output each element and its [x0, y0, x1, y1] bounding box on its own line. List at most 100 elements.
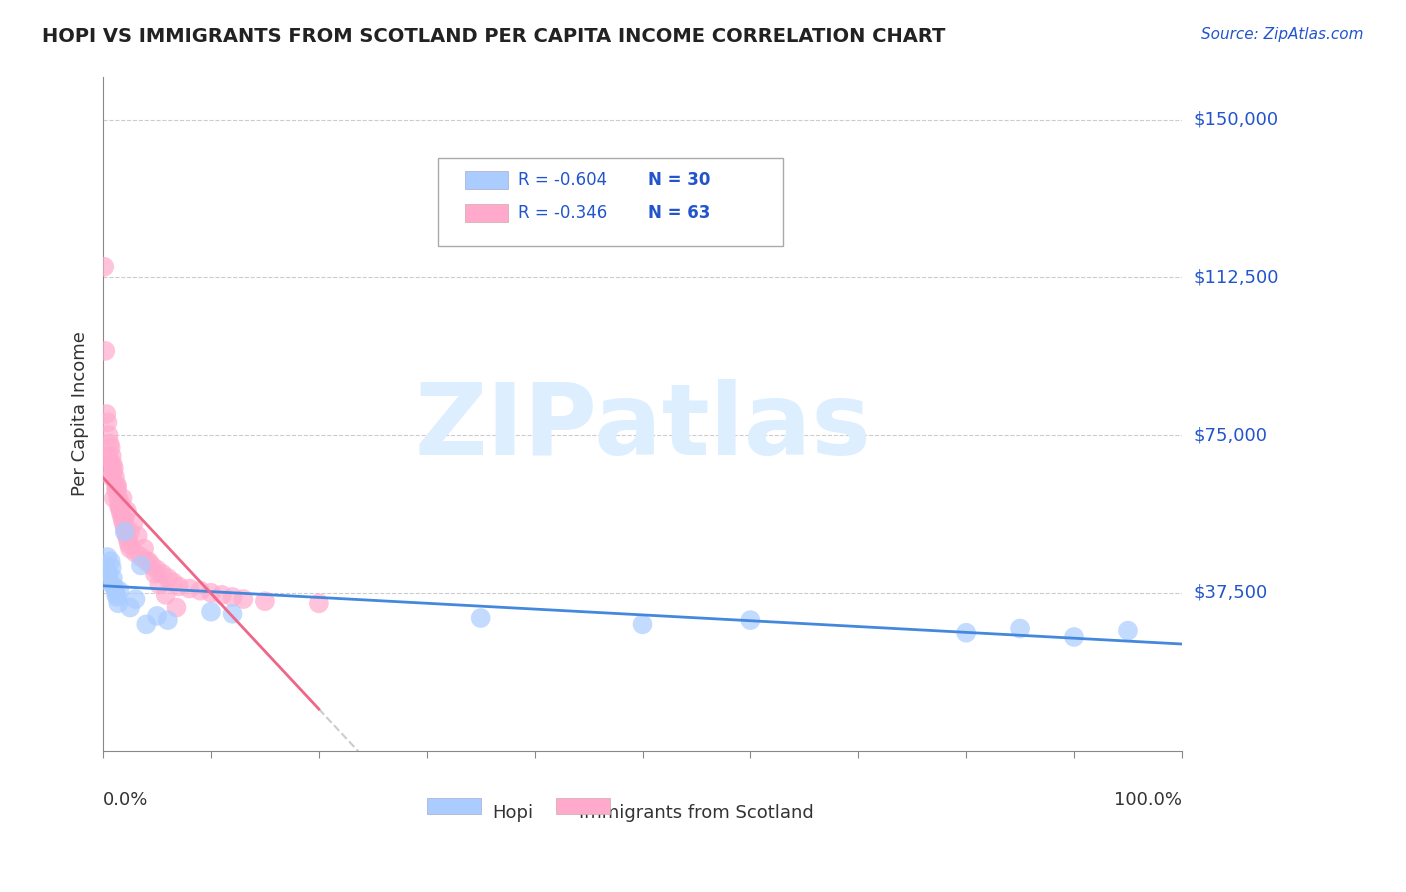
- Point: [108, 500, 131, 514]
- Point: [97, 428, 120, 442]
- Point: [148, 577, 170, 591]
- FancyBboxPatch shape: [427, 797, 481, 814]
- Point: [129, 549, 152, 564]
- Text: ZIPatlas: ZIPatlas: [415, 379, 870, 476]
- Text: HOPI VS IMMIGRANTS FROM SCOTLAND PER CAPITA INCOME CORRELATION CHART: HOPI VS IMMIGRANTS FROM SCOTLAND PER CAP…: [42, 27, 946, 45]
- Point: [110, 504, 132, 518]
- Point: [221, 590, 243, 604]
- Point: [118, 537, 141, 551]
- Point: [221, 607, 243, 621]
- Text: N = 30: N = 30: [648, 170, 710, 189]
- Point: [100, 458, 122, 472]
- Point: [253, 594, 276, 608]
- Point: [100, 449, 122, 463]
- Point: [114, 524, 136, 539]
- Point: [97, 449, 120, 463]
- Point: [103, 461, 125, 475]
- Point: [112, 516, 135, 531]
- Point: [100, 554, 122, 568]
- FancyBboxPatch shape: [437, 158, 783, 245]
- Point: [96, 563, 118, 577]
- Point: [105, 483, 128, 497]
- Point: [124, 546, 146, 560]
- Point: [96, 407, 118, 421]
- Text: $112,500: $112,500: [1194, 268, 1278, 286]
- Point: [100, 560, 122, 574]
- Point: [98, 436, 121, 450]
- Point: [200, 586, 222, 600]
- Point: [740, 613, 762, 627]
- Point: [156, 571, 179, 585]
- Point: [124, 592, 146, 607]
- Point: [143, 566, 166, 581]
- Point: [101, 466, 124, 480]
- Point: [93, 260, 115, 274]
- Point: [200, 605, 222, 619]
- Point: [98, 575, 121, 590]
- Point: [1116, 624, 1139, 638]
- Point: [211, 588, 233, 602]
- Point: [97, 566, 120, 581]
- Point: [107, 491, 129, 505]
- Point: [115, 529, 138, 543]
- Point: [120, 600, 142, 615]
- Point: [100, 441, 122, 455]
- Point: [120, 524, 142, 539]
- Point: [110, 495, 132, 509]
- Point: [110, 508, 132, 522]
- Point: [103, 579, 125, 593]
- Point: [166, 600, 188, 615]
- Point: [100, 470, 122, 484]
- Text: 0.0%: 0.0%: [103, 791, 149, 809]
- Point: [162, 575, 184, 590]
- Text: $75,000: $75,000: [1194, 426, 1267, 444]
- Point: [103, 491, 125, 505]
- Point: [107, 596, 129, 610]
- Point: [115, 504, 138, 518]
- Text: $150,000: $150,000: [1194, 111, 1278, 128]
- Point: [167, 579, 190, 593]
- Text: R = -0.604: R = -0.604: [519, 170, 607, 189]
- Text: Source: ZipAtlas.com: Source: ZipAtlas.com: [1201, 27, 1364, 42]
- Point: [156, 613, 179, 627]
- Point: [108, 500, 131, 514]
- Point: [105, 588, 128, 602]
- Point: [134, 541, 156, 556]
- FancyBboxPatch shape: [464, 170, 508, 188]
- Text: $37,500: $37,500: [1194, 583, 1267, 602]
- Point: [120, 541, 142, 556]
- Text: Immigrants from Scotland: Immigrants from Scotland: [579, 805, 814, 822]
- Point: [114, 524, 136, 539]
- Point: [114, 520, 136, 534]
- Point: [114, 512, 136, 526]
- Point: [101, 571, 124, 585]
- Point: [94, 343, 117, 358]
- Point: [104, 470, 127, 484]
- Point: [117, 533, 139, 548]
- Point: [108, 583, 131, 598]
- Point: [138, 554, 160, 568]
- Point: [122, 516, 145, 531]
- Point: [152, 566, 174, 581]
- Point: [105, 478, 128, 492]
- Point: [105, 483, 128, 497]
- Point: [104, 582, 127, 596]
- Point: [96, 416, 118, 430]
- Point: [631, 617, 654, 632]
- Point: [111, 512, 134, 526]
- Text: N = 63: N = 63: [648, 204, 710, 222]
- Point: [146, 608, 169, 623]
- Point: [127, 529, 149, 543]
- Point: [955, 625, 977, 640]
- Point: [179, 582, 201, 596]
- FancyBboxPatch shape: [557, 797, 610, 814]
- Point: [232, 592, 254, 607]
- Point: [308, 596, 330, 610]
- Point: [141, 558, 163, 573]
- Point: [111, 491, 134, 505]
- Point: [129, 558, 152, 573]
- Point: [94, 558, 117, 573]
- Point: [155, 588, 177, 602]
- Point: [470, 611, 492, 625]
- Point: [101, 458, 124, 472]
